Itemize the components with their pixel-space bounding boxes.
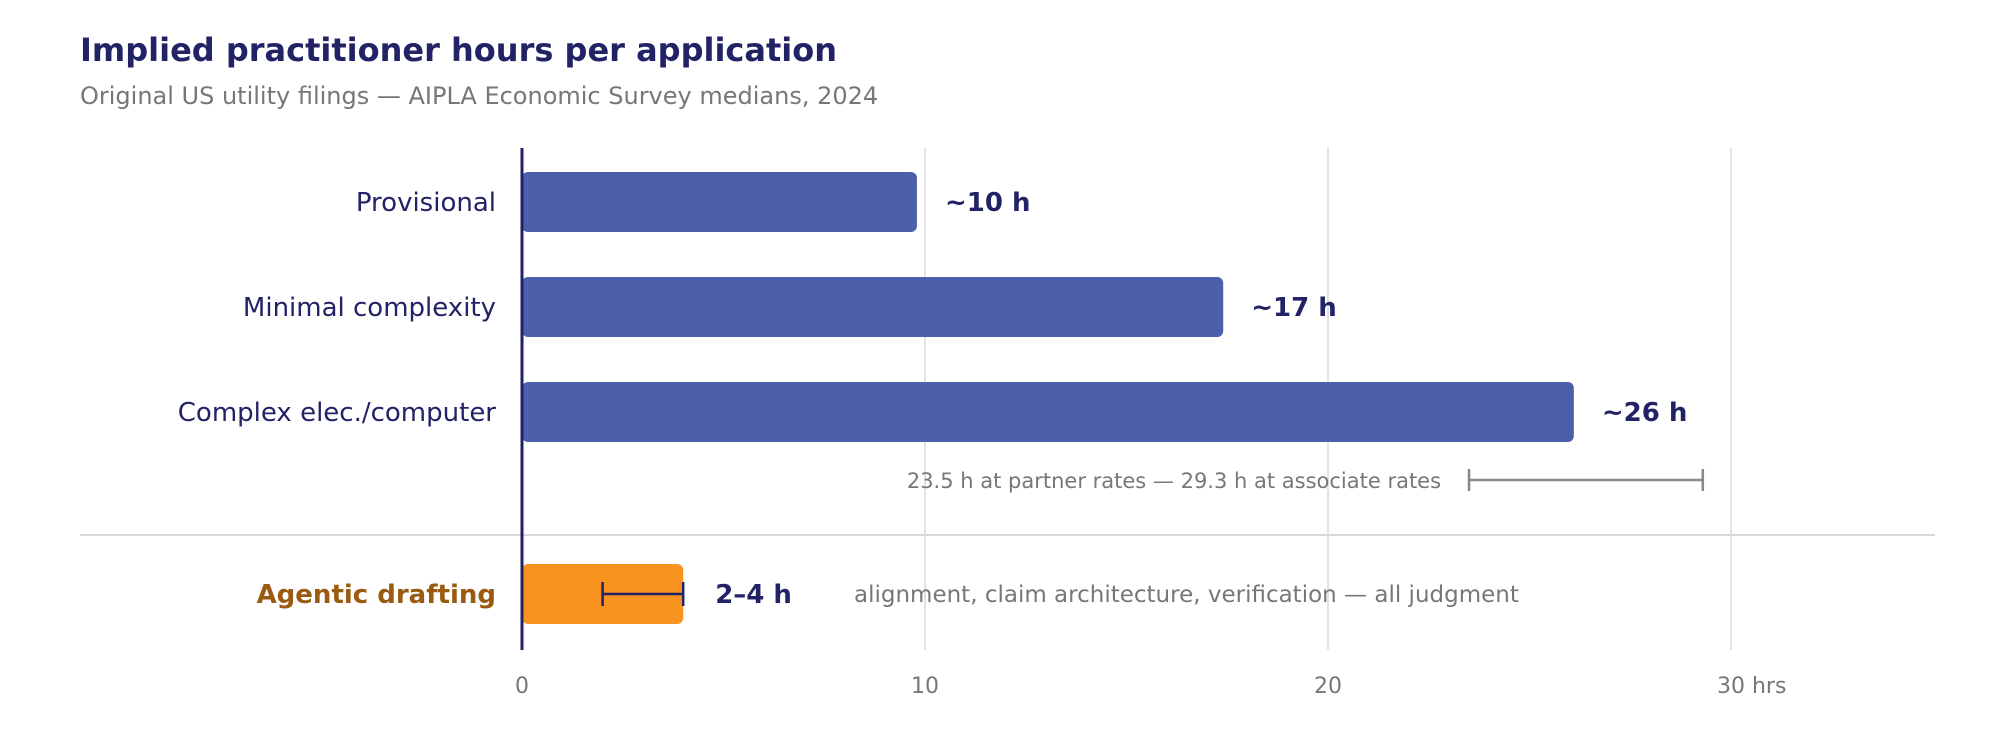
chart-subtitle: Original US utility filings — AIPLA Econ…	[80, 82, 879, 110]
category-label: Complex elec./computer	[178, 398, 497, 428]
x-tick-label: 10	[911, 674, 939, 699]
chart-title: Implied practitioner hours per applicati…	[80, 31, 837, 69]
data-label: ~17 h	[1251, 293, 1337, 323]
data-label: ~26 h	[1602, 398, 1688, 428]
bar	[522, 382, 1574, 442]
category-label: Provisional	[356, 188, 496, 218]
range-annotation: 23.5 h at partner rates — 29.3 h at asso…	[907, 469, 1441, 493]
agentic-annotation: alignment, claim architecture, verificat…	[854, 582, 1519, 608]
bar	[522, 277, 1224, 337]
category-label: Minimal complexity	[243, 293, 496, 323]
data-label-agentic: 2–4 h	[715, 580, 792, 610]
data-label: ~10 h	[945, 188, 1031, 218]
category-label-agentic: Agentic drafting	[257, 580, 496, 610]
x-tick-label: 0	[515, 674, 529, 699]
bar	[522, 172, 917, 232]
x-tick-label: 30 hrs	[1717, 674, 1786, 699]
x-tick-label: 20	[1314, 674, 1342, 699]
